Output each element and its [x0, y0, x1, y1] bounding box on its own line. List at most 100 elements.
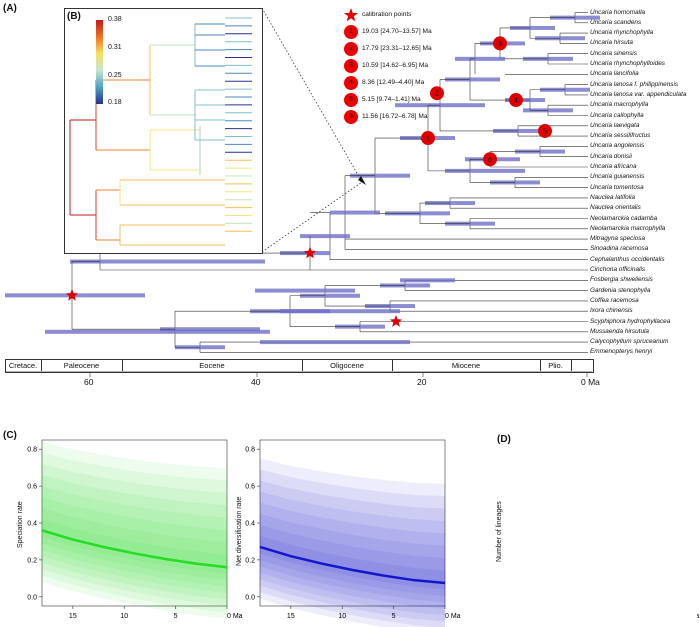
node-age-bar — [260, 340, 410, 345]
calibration-number-badge: 1 — [344, 25, 358, 39]
era-label: Paleocene — [41, 360, 123, 371]
x-tick-label: 0 Ma — [227, 613, 243, 620]
calibration-number-badge: 4 — [344, 76, 358, 90]
node-age-bar — [455, 56, 505, 61]
tip-label: Cinchona officinalis — [590, 266, 646, 273]
tip-label: Mitragyna speciosa — [590, 235, 646, 243]
panel-d: (D) — [466, 429, 697, 625]
calibration-node-badge — [421, 131, 435, 146]
panel-d-label: (D) — [497, 434, 511, 445]
tip-label: Uncaria macrophylla — [590, 101, 649, 109]
tip-label: Uncaria rhynchophylla — [590, 29, 654, 37]
rate-curve — [259, 545, 446, 585]
rate-uncertainty-band — [42, 475, 227, 600]
era-label: Plio. — [540, 360, 572, 371]
y-tick-label: 0.0 — [245, 594, 255, 601]
rate-uncertainty-band — [42, 463, 227, 606]
era-label: Miocene — [392, 360, 541, 371]
node-age-bar — [160, 327, 260, 332]
y-tick-label: 0.0 — [27, 594, 37, 601]
rate-uncertainty-band — [260, 480, 445, 622]
calibration-legend-item: 19.03 [24.70–13.57] Ma — [362, 28, 432, 35]
tip-label: Uncaria laevigata — [590, 121, 640, 129]
rate-uncertainty-band — [260, 469, 445, 627]
node-age-bar — [300, 293, 360, 298]
panel-c-label: (C) — [3, 430, 17, 441]
calibration-node-number: 1 — [426, 136, 430, 143]
calibration-legend-item: 17.79 [23.31–12.65] Ma — [362, 45, 432, 52]
calibration-number-badge: 6 — [344, 110, 358, 124]
node-age-bar — [445, 168, 525, 173]
node-age-bar — [400, 278, 455, 283]
tip-label: Nauclea orientalis — [590, 204, 641, 212]
x-tick-label: 5 — [392, 613, 396, 620]
tip-label: Coffea racemosa — [590, 296, 639, 304]
colorbar-max: 0.38 — [108, 16, 122, 23]
y-tick-label: 0.2 — [245, 557, 255, 564]
time-tick-label: 20 — [417, 377, 427, 387]
rate-uncertainty-band — [260, 458, 445, 627]
rate-uncertainty-band — [260, 502, 445, 609]
tip-label: Scyphiphora hydrophyllacea — [590, 317, 671, 325]
x-tick-label: 15 — [287, 613, 295, 620]
calibration-node-badge — [538, 123, 552, 138]
node-age-bar — [330, 210, 380, 215]
x-tick-label: 5 — [174, 613, 178, 620]
panel-a-label: (A) — [3, 3, 17, 14]
node-age-bar — [45, 329, 270, 334]
tip-label: Uncaria callophylla — [590, 111, 644, 119]
era-label: Eocene — [122, 360, 303, 371]
tip-label: Neolamarckia macrophylla — [590, 224, 666, 232]
time-tick-label: 60 — [84, 377, 94, 387]
tip-label: Uncaria lanosa f. philippinensis — [590, 80, 679, 88]
tip-label: Uncaria scandens — [590, 18, 642, 26]
rate-uncertainty-band — [42, 452, 227, 613]
rate-uncertainty-band — [42, 441, 227, 619]
calibration-label: calibration points — [362, 11, 412, 18]
calibration-legend-item: 10.59 [14.62–6.95] Ma — [362, 62, 428, 69]
colorbar-min: 0.18 — [108, 99, 122, 106]
inset-connector — [261, 181, 363, 253]
calibration-number-badge: 3 — [344, 59, 358, 73]
calibration-legend-item: 5.15 [9.74–1.41] Ma — [362, 96, 421, 103]
c2-ylabel: Net diversification rate — [236, 496, 243, 566]
tip-label: Uncaria lancifolia — [590, 70, 639, 78]
tip-label: Neolamarckia cadamba — [590, 214, 658, 222]
calibration-star-icon — [65, 288, 79, 301]
calibration-node-number: 2 — [435, 91, 439, 98]
y-tick-label: 0.6 — [245, 484, 255, 491]
calibration-star-icon — [303, 246, 317, 259]
rate-uncertainty-band — [260, 535, 445, 590]
node-age-bar — [70, 259, 265, 264]
x-tick-label: 0 Ma — [445, 613, 461, 620]
calibration-star-icon — [344, 8, 358, 22]
colorbar-low: 0.25 — [108, 72, 122, 79]
phylogeny-tree: 1 2 3 4 5 6 — [5, 7, 600, 377]
tip-label: Uncaria homomalla — [590, 8, 646, 16]
rate-uncertainty-band — [260, 491, 445, 616]
tip-label: Mussaenda hirsutula — [590, 327, 649, 335]
calibration-node-badge — [509, 93, 523, 108]
tip-label: Uncaria sessilifructus — [590, 132, 651, 140]
tip-label: Nauclea latifolia — [590, 193, 636, 201]
calibration-legend-item: 8.36 [12.49–4.40] Ma — [362, 79, 425, 86]
arrow-head — [358, 176, 366, 185]
tip-label: Sinoadina racemosa — [590, 245, 649, 253]
calibration-node-badge — [483, 152, 497, 167]
x-tick-label: 10 — [120, 613, 128, 620]
calibration-node-number: 4 — [514, 98, 518, 105]
calibration-star-icon — [389, 315, 403, 327]
node-age-bar — [255, 288, 355, 293]
tip-label: Cephalanthus occidentalis — [590, 255, 665, 263]
calibration-node-number: 3 — [498, 41, 502, 48]
y-tick-label: 0.6 — [27, 484, 37, 491]
calibration-node-badge — [430, 86, 444, 101]
tip-label: Uncaria lanosa var. appendiculata — [590, 90, 687, 98]
x-tick-label: 10 — [338, 613, 346, 620]
rate-curve — [41, 529, 228, 569]
node-age-bar — [300, 234, 350, 239]
calibration-legend-item: 11.56 [16.72–6.78] Ma — [362, 113, 428, 120]
timescale — [5, 359, 594, 373]
tip-label: Emmenopterys henryi — [590, 348, 653, 356]
